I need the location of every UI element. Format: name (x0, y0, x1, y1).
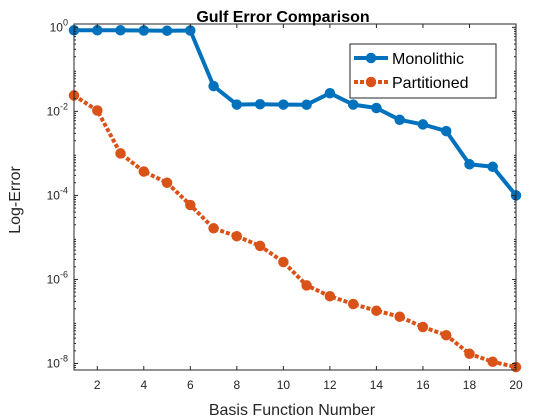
y-tick-label: 10-4 (47, 185, 68, 202)
x-axis-label: Basis Function Number (209, 402, 376, 419)
data-point-monolithic (324, 87, 336, 99)
legend: Monolithic Partitioned (349, 43, 497, 99)
x-tick-label: 8 (233, 378, 240, 392)
data-point-partitioned (185, 199, 196, 211)
data-point-partitioned (231, 230, 243, 242)
data-point-partitioned (138, 166, 150, 177)
y-tick-label: 10-6 (47, 269, 68, 286)
series-layer (68, 25, 522, 373)
data-point-partitioned (92, 105, 103, 116)
x-tick-label: 6 (187, 378, 194, 392)
data-point-partitioned (301, 280, 312, 291)
data-point-monolithic (371, 102, 382, 114)
x-tick-label: 10 (277, 378, 291, 392)
y-tick-label: 10-8 (47, 353, 68, 370)
data-point-partitioned (394, 311, 405, 322)
data-point-partitioned (254, 240, 266, 252)
legend-marker-monolithic (365, 52, 377, 64)
data-point-monolithic (487, 161, 498, 173)
y-axis-label: Log-Error (7, 166, 24, 234)
data-point-partitioned (161, 177, 173, 189)
data-point-partitioned (324, 290, 336, 302)
data-point-partitioned (417, 321, 429, 333)
data-point-partitioned (487, 356, 498, 368)
data-point-monolithic (208, 80, 219, 92)
legend-label-partitioned: Partitioned (392, 75, 469, 92)
data-point-monolithic (417, 119, 429, 130)
data-point-partitioned (278, 256, 289, 268)
data-point-monolithic (254, 98, 266, 110)
data-point-monolithic (161, 25, 173, 36)
data-point-monolithic (231, 99, 243, 110)
data-point-monolithic (394, 114, 405, 126)
data-point-monolithic (301, 99, 312, 110)
data-point-monolithic (347, 99, 359, 110)
data-point-partitioned (371, 305, 382, 316)
data-point-monolithic (440, 125, 452, 137)
data-point-partitioned (440, 329, 452, 341)
y-tick-layer: 100 10-2 10-4 10-6 10-8 (47, 17, 516, 371)
x-tick-label: 12 (323, 378, 337, 392)
x-tick-label: 18 (463, 378, 477, 392)
legend-box (349, 43, 497, 99)
x-tick-layer: 2 4 6 8 10 12 14 16 18 20 (94, 24, 523, 392)
data-point-monolithic (115, 25, 126, 36)
y-tick-label: 100 (50, 17, 68, 34)
data-point-monolithic (464, 159, 475, 170)
data-point-partitioned (464, 348, 475, 360)
legend-label-monolithic: Monolithic (392, 51, 464, 68)
data-point-monolithic (278, 99, 289, 110)
chart-title: Gulf Error Comparison (196, 9, 369, 26)
y-tick-label: 10-2 (47, 101, 68, 118)
x-tick-label: 2 (94, 378, 101, 392)
data-point-partitioned (347, 298, 359, 310)
x-tick-label: 14 (370, 378, 384, 392)
data-point-partitioned (208, 223, 219, 234)
x-tick-label: 4 (140, 378, 147, 392)
x-tick-label: 20 (509, 378, 523, 392)
x-tick-label: 16 (416, 378, 430, 392)
legend-marker-partitioned (365, 76, 377, 88)
data-point-partitioned (115, 148, 126, 159)
